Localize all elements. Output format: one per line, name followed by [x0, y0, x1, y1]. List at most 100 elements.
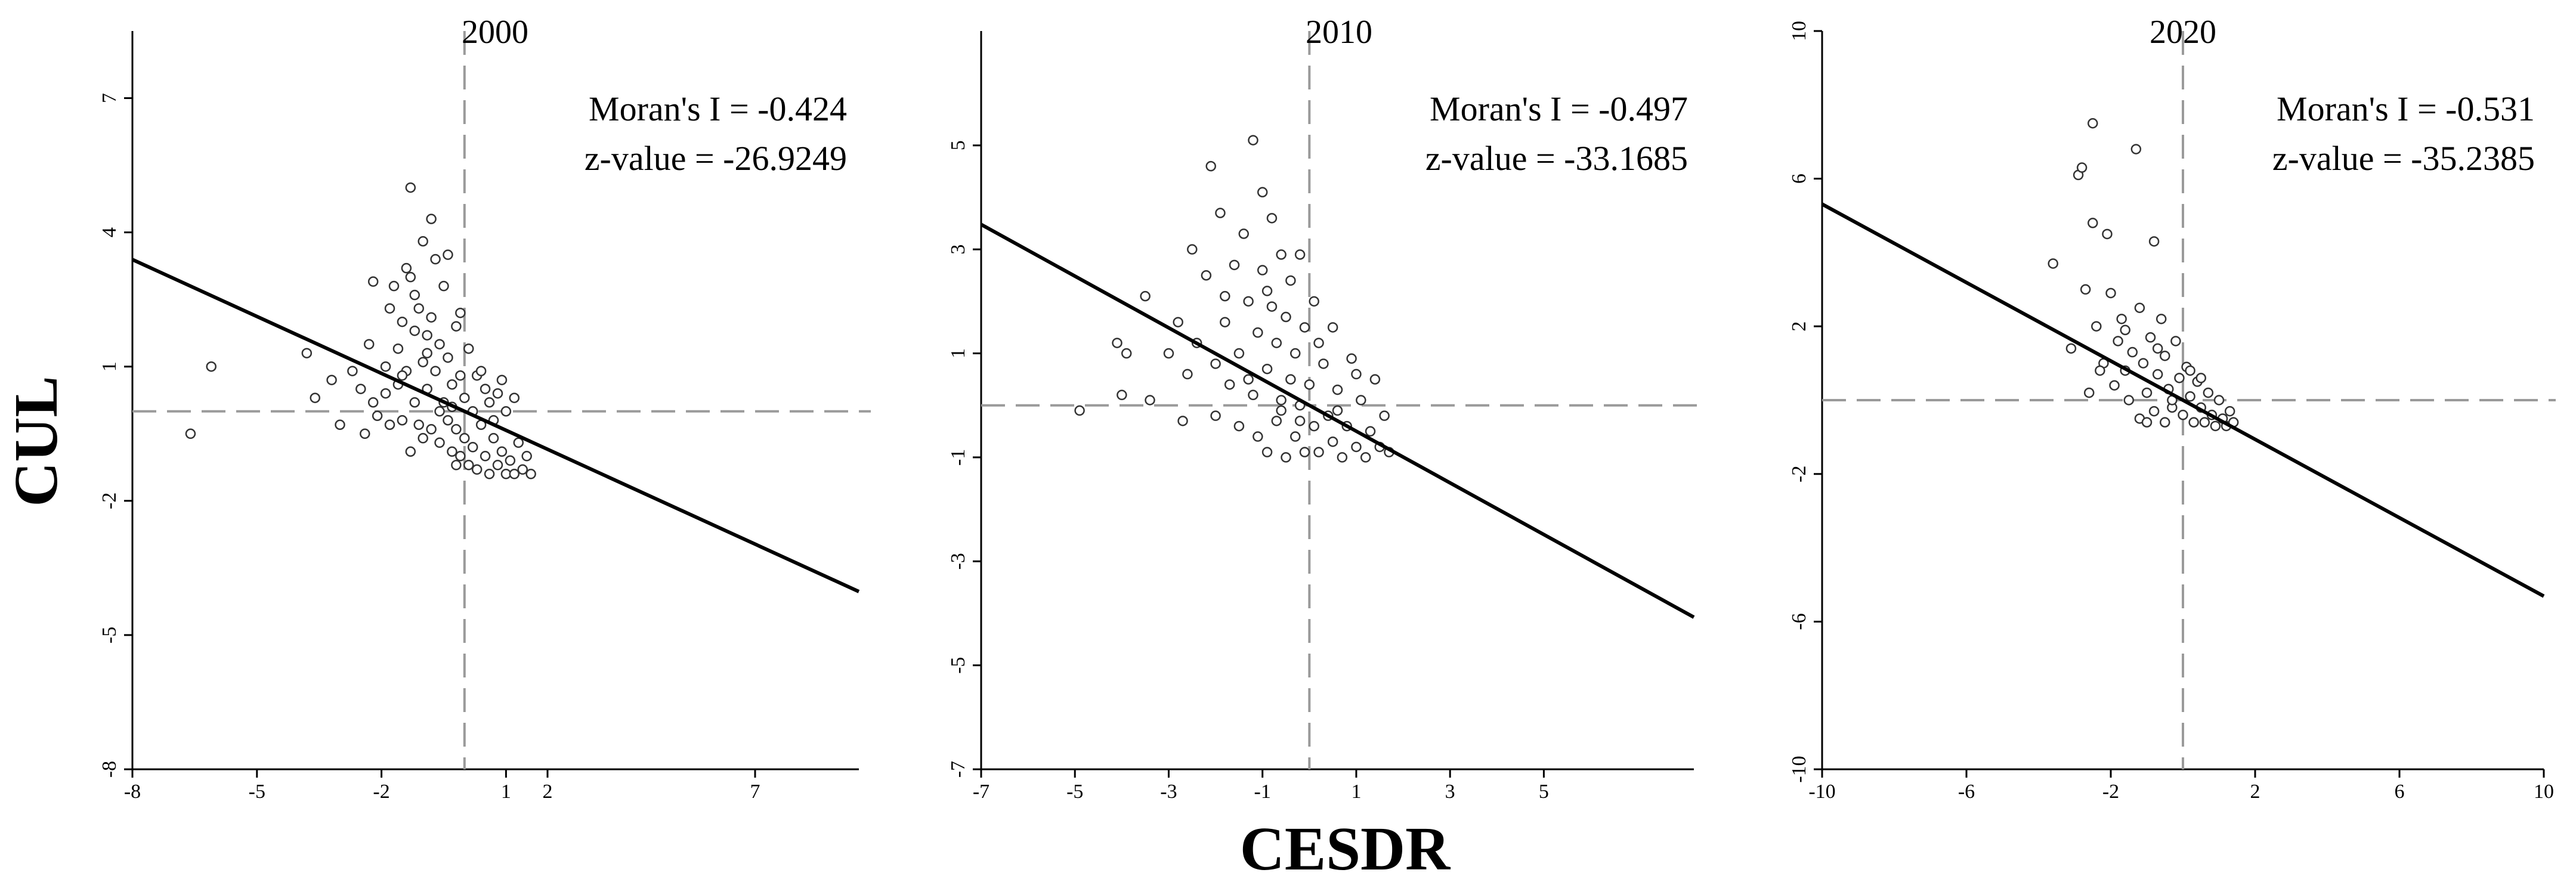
- panel-2010-data-point: [1210, 410, 1221, 421]
- panel-2000-data-point: [430, 366, 441, 376]
- panel-2010-z-value: z-value = -33.1685: [1425, 139, 1688, 178]
- panel-2000-data-point: [455, 451, 466, 462]
- panel-2000-data-point: [401, 262, 412, 274]
- panel-2010-data-point: [1243, 296, 1254, 307]
- panel-2010-data-point: [1294, 416, 1306, 426]
- panel-2010-data-point: [1233, 348, 1245, 359]
- panel-2010-x-tick-label: -3: [1160, 781, 1177, 803]
- panel-2020-data-point: [2148, 406, 2160, 417]
- panel-2000-data-point: [484, 397, 495, 408]
- panel-2000-data-point: [388, 280, 400, 292]
- panel-2010-data-point: [1145, 395, 1155, 406]
- panel-2000-data-point: [372, 410, 383, 422]
- panel-2010-data-point: [1379, 410, 1390, 421]
- panel-2010-data-point: [1332, 405, 1343, 416]
- panel-2020-data-point: [2102, 228, 2113, 240]
- panel-2000-data-point: [418, 433, 428, 444]
- panel-2020-y-tick-label: -6: [1788, 613, 1810, 630]
- panel-2000-x-tick-label: 7: [750, 781, 760, 803]
- panel-2020-data-point: [2185, 391, 2195, 402]
- panel-2000-x-tick-label: -2: [373, 781, 389, 803]
- panel-2000-data-point: [509, 392, 520, 403]
- panel-2010-data-point: [1177, 416, 1188, 426]
- panel-2010-data-point: [1369, 374, 1381, 385]
- panel-2010-data-point: [1117, 389, 1127, 401]
- panel-2020-data-point: [2145, 332, 2156, 343]
- panel-2000-data-point: [463, 460, 474, 471]
- panel-2010-data-point: [1257, 265, 1268, 276]
- panel-2020-morans-i: Moran's I = -0.531: [2277, 89, 2535, 128]
- panel-2000-data-point: [459, 433, 470, 444]
- panel-2020-data-point: [2195, 373, 2206, 383]
- panel-2020-data-point: [2210, 420, 2221, 432]
- panel-2010-data-point: [1220, 317, 1230, 327]
- panel-2020-data-point: [2178, 410, 2188, 420]
- panel-2000-data-point: [367, 397, 379, 408]
- panel-2010-data-point: [1266, 301, 1278, 312]
- panel-2000-y-tick-label: -5: [98, 627, 120, 643]
- panel-2020-data-point: [2224, 406, 2235, 417]
- panel-2020-data-point: [2127, 346, 2138, 358]
- panel-2010-data-point: [1313, 447, 1324, 457]
- panel-2000-data-point: [447, 446, 457, 457]
- panel-2010-data-point: [1187, 244, 1198, 255]
- panel-2000-data-point: [443, 415, 453, 426]
- panel-2000-data-point: [521, 451, 532, 462]
- panel-2010-data-point: [1173, 317, 1183, 327]
- panel-2000-data-point: [505, 455, 516, 466]
- panel-2020-data-point: [2174, 373, 2185, 383]
- panel-2020-data-point: [2160, 350, 2170, 361]
- panel-2010-data-point: [1351, 369, 1362, 380]
- panel-2010-data-point: [1215, 208, 1226, 218]
- panel-2010-x-tick-label: -1: [1254, 781, 1271, 803]
- panel-2020-z-value: z-value = -35.2385: [2272, 139, 2535, 178]
- panel-2020-data-point: [2213, 395, 2225, 406]
- panel-2000-data-point: [380, 361, 391, 372]
- panel-2010-data-point: [1210, 358, 1221, 369]
- panel-2010-data-point: [1140, 290, 1151, 302]
- panel-2000-data-point: [405, 446, 416, 457]
- panel-2000-data-point: [397, 415, 408, 426]
- panel-2000-data-point: [438, 280, 449, 292]
- panel-2000-data-point: [384, 419, 395, 431]
- panel-2010-data-point: [1281, 452, 1291, 463]
- panel-2010-data-point: [1121, 348, 1132, 359]
- panel-2000-regression-line: [131, 258, 860, 593]
- panel-2000-data-point: [434, 437, 445, 448]
- panel-2000-data-point: [310, 392, 320, 403]
- panel-2000-data-point: [475, 366, 487, 376]
- panel-2010-data-point: [1276, 249, 1287, 260]
- panel-2000-data-point: [384, 303, 395, 314]
- panel-2000-data-point: [459, 392, 470, 403]
- x-axis-title: CESDR: [1240, 815, 1451, 882]
- panel-2010-data-point: [1281, 311, 1291, 323]
- panel-2000-data-point: [426, 312, 437, 323]
- panel-2010-data-point: [1266, 213, 1278, 224]
- panel-2000-data-point: [418, 357, 428, 367]
- panel-2010-data-point: [1313, 338, 1324, 348]
- panel-2010-y-tick-label: -1: [947, 449, 969, 466]
- panel-2010-data-point: [1220, 290, 1230, 302]
- panel-2010-data-point: [1253, 431, 1263, 442]
- panel-2010-data-point: [1205, 160, 1216, 172]
- panel-2000-data-point: [463, 343, 474, 354]
- panel-2020-data-point: [2088, 118, 2098, 129]
- panel-2000-x-tick-label: -5: [249, 781, 265, 803]
- panel-2020-x-tick-label: -10: [1808, 781, 1835, 803]
- panel-2010-data-point: [1365, 426, 1376, 437]
- panel-2000-x-tick-label: -8: [124, 781, 141, 803]
- panel-2010-data-point: [1201, 270, 1212, 281]
- panel-2010-data-point: [1261, 286, 1273, 296]
- panel-2000-y-tick-label: -8: [98, 761, 120, 778]
- panel-2000-data-point: [509, 469, 520, 479]
- panel-2000-y-tick-label: -2: [98, 493, 120, 509]
- panel-2000-data-point: [413, 419, 424, 431]
- panel-2000-data-point: [496, 375, 508, 385]
- panel-2010-regression-line: [980, 222, 1695, 619]
- panel-2000-data-point: [367, 276, 379, 287]
- panel-2020-y-tick-label: -10: [1788, 756, 1810, 782]
- panel-2010-data-point: [1233, 420, 1245, 432]
- panel-2010-data-point: [1271, 416, 1282, 426]
- panel-2000-data-point: [480, 383, 491, 394]
- panel-2020-data-point: [2048, 258, 2058, 269]
